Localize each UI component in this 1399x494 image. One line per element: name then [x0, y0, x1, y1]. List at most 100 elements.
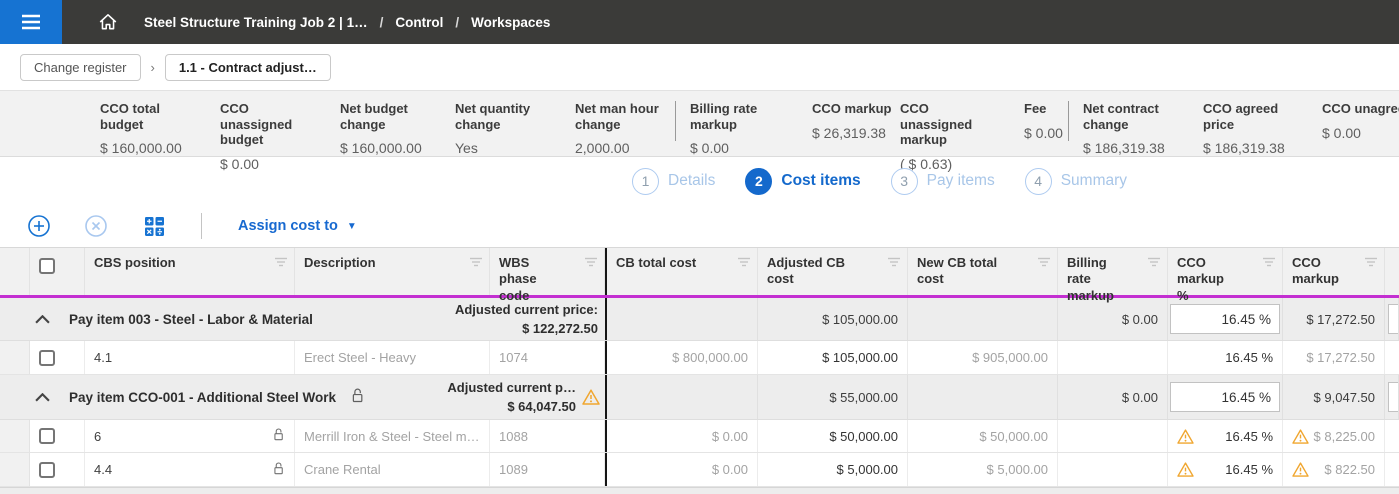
header-adjusted-cb-cost[interactable]: Adjusted CB cost — [758, 248, 908, 295]
step-summary[interactable]: 4 Summary — [1025, 168, 1127, 195]
cell-cco-markup-pct[interactable]: 16.45 % — [1168, 453, 1283, 486]
cell-cb-total-cost — [605, 298, 758, 340]
kpi-cco-agreed-price: CCO agreed price $ 186,319.38 — [1203, 101, 1322, 156]
kpi-label: CCO agreed price — [1203, 101, 1303, 132]
filter-icon[interactable] — [887, 257, 901, 267]
row-checkbox[interactable] — [39, 462, 55, 478]
cell-billing-rate-markup — [1058, 453, 1168, 486]
filter-icon[interactable] — [1147, 257, 1161, 267]
kpi-label: Net man hour change — [575, 101, 675, 132]
contract-adjustment-chip[interactable]: 1.1 - Contract adjust… — [165, 54, 331, 81]
cell-cbs-position: 6 — [85, 420, 295, 452]
header-checkbox-cell — [30, 248, 85, 295]
header-wbs-phase-code[interactable]: WBS phase code — [490, 248, 605, 295]
header-indent-cell — [0, 248, 30, 295]
select-all-checkbox[interactable] — [39, 258, 55, 274]
collapse-group-button[interactable] — [35, 312, 50, 327]
cell-cb-total-cost: $ 800,000.00 — [605, 341, 758, 374]
kpi-cco-unassigned-markup: CCO unassigned markup ( $ 0.63) — [900, 101, 1024, 156]
breadcrumb-page[interactable]: Workspaces — [471, 15, 550, 30]
warning-icon — [1177, 462, 1194, 477]
filter-icon[interactable] — [737, 257, 751, 267]
filter-icon[interactable] — [1262, 257, 1276, 267]
kpi-label: Net quantity change — [455, 101, 555, 132]
chevron-up-icon — [35, 315, 50, 324]
kpi-net-contract-change: Net contract change $ 186,319.38 — [1083, 101, 1203, 156]
kpi-value: $ 186,319.38 — [1203, 140, 1322, 156]
row-checkbox[interactable] — [39, 350, 55, 366]
header-description[interactable]: Description — [295, 248, 490, 295]
step-pay-items[interactable]: 3 Pay items — [891, 168, 995, 195]
cell-new-cb-total-cost: $ 5,000.00 — [908, 453, 1058, 486]
cell-new-cb-total-cost — [908, 298, 1058, 340]
filter-icon[interactable] — [469, 257, 483, 267]
filter-icon[interactable] — [584, 257, 598, 267]
add-cost-item-button[interactable] — [27, 214, 51, 238]
cell-cco-markup-pct[interactable]: 16.45 % — [1168, 341, 1283, 374]
kpi-value: $ 0.00 — [220, 156, 340, 172]
kpi-label: Fee — [1024, 101, 1068, 117]
remove-cost-item-button[interactable] — [84, 214, 108, 238]
cell-wbs-phase-code: 1089 — [490, 453, 605, 486]
kpi-value: $ 0.00 — [1322, 125, 1399, 141]
chevron-down-icon: ▼ — [347, 221, 357, 232]
kpi-label: CCO total budget — [100, 101, 200, 132]
table-row-6: 6 Merrill Iron & Steel - Steel m… 1088 $… — [0, 420, 1399, 453]
filter-icon[interactable] — [274, 257, 288, 267]
cell-clipped — [1385, 453, 1399, 486]
cell-cco-markup-pct — [1168, 298, 1283, 340]
cco-markup-pct-input[interactable] — [1170, 382, 1280, 412]
cco-markup-pct-input[interactable] — [1170, 304, 1280, 334]
assign-cost-to-dropdown[interactable]: Assign cost to ▼ — [238, 218, 357, 234]
cell-adjusted-cb-cost[interactable]: $ 50,000.00 — [758, 420, 908, 452]
calculator-grid-icon — [145, 217, 164, 236]
collapse-group-button[interactable] — [35, 390, 50, 405]
kpi-label: Net contract change — [1083, 101, 1183, 132]
breadcrumb-project[interactable]: Steel Structure Training Job 2 | 1… — [144, 15, 368, 30]
breadcrumb-section[interactable]: Control — [395, 15, 443, 30]
adjusted-current-price: Adjusted current p… $ 64,047.50 — [447, 378, 605, 417]
lock-open-icon — [272, 461, 285, 479]
header-cbs-position[interactable]: CBS position — [85, 248, 295, 295]
step-details[interactable]: 1 Details — [632, 168, 715, 195]
cell-cco-markup: $ 17,272.50 — [1283, 341, 1385, 374]
kpi-value: $ 186,319.38 — [1083, 140, 1203, 156]
step-label: Summary — [1061, 172, 1127, 190]
group-row-pay-item-cco-001: Pay item CCO-001 - Additional Steel Work… — [0, 375, 1399, 420]
bulk-edit-values-button[interactable] — [142, 214, 166, 238]
kpi-billing-rate-markup: Billing rate markup $ 0.00 — [690, 101, 812, 156]
chevron-right-icon: › — [151, 60, 155, 75]
header-cb-total-cost[interactable]: CB total cost — [605, 248, 758, 295]
step-cost-items[interactable]: 2 Cost items — [745, 168, 860, 195]
cell-adjusted-cb-cost[interactable]: $ 5,000.00 — [758, 453, 908, 486]
hamburger-menu-button[interactable] — [0, 0, 62, 44]
header-cco-markup-pct[interactable]: CCO markup % — [1168, 248, 1283, 295]
home-button[interactable] — [88, 13, 128, 31]
kpi-label: CCO markup — [812, 101, 900, 117]
cell-billing-rate-markup — [1058, 341, 1168, 374]
header-billing-rate-markup[interactable]: Billing rate markup — [1058, 248, 1168, 295]
cell-adjusted-cb-cost[interactable]: $ 105,000.00 — [758, 341, 908, 374]
cell-cco-markup-pct[interactable]: 16.45 % — [1168, 420, 1283, 452]
cell-clipped — [1385, 375, 1399, 419]
cell-clipped — [1385, 420, 1399, 452]
header-cco-markup[interactable]: CCO markup — [1283, 248, 1385, 295]
plus-circle-icon — [27, 214, 51, 238]
header-clipped-column — [1385, 248, 1399, 295]
cell-clipped — [1385, 341, 1399, 374]
chevron-up-icon — [35, 393, 50, 402]
header-new-cb-total-cost[interactable]: New CB total cost — [908, 248, 1058, 295]
change-register-chip[interactable]: Change register — [20, 54, 141, 81]
cell-cb-total-cost — [605, 375, 758, 419]
filter-icon[interactable] — [1037, 257, 1051, 267]
row-indent-cell — [0, 420, 30, 452]
filter-icon[interactable] — [1364, 257, 1378, 267]
kpi-strip: CCO total budget $ 160,000.00 CCO unassi… — [0, 90, 1399, 157]
group-title: Pay item 003 - Steel - Labor & Material — [69, 312, 313, 327]
kpi-cco-total-budget: CCO total budget $ 160,000.00 — [100, 101, 220, 156]
cell-wbs-phase-code: 1074 — [490, 341, 605, 374]
step-number: 2 — [745, 168, 772, 195]
breadcrumb: Steel Structure Training Job 2 | 1… / Co… — [144, 15, 550, 30]
adjusted-current-price: Adjusted current price: $ 122,272.50 — [455, 300, 605, 339]
row-checkbox[interactable] — [39, 428, 55, 444]
